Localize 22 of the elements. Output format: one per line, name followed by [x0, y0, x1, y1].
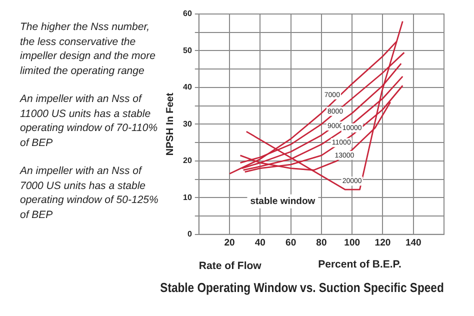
y-tick-label: 10 — [182, 192, 192, 202]
x-tick-label: 120 — [374, 238, 391, 249]
y-tick-label: 20 — [182, 156, 192, 166]
y-tick-label: 40 — [182, 82, 192, 92]
text: Percent of B.E.P. — [318, 258, 402, 270]
text: Stable Operating Window vs. Suction Specific Speed — [160, 280, 444, 295]
x-tick-label: 80 — [316, 238, 327, 249]
y-tick-label: 50 — [182, 46, 192, 55]
x-axis-title: Rate of Flow — [198, 260, 262, 272]
x-tick-label: 40 — [254, 238, 266, 249]
text: An impeller with an Nss of 7000 US units has a stable operating window of 50-125% of BEP — [20, 164, 160, 222]
y-tick-label: 0 — [187, 230, 192, 239]
y-tick-label: 30 — [182, 119, 192, 128]
x-tick-label: 100 — [344, 238, 360, 249]
y-axis-title: NPSH In Feet — [164, 92, 176, 156]
y-tick-label: 60 — [182, 9, 192, 18]
x-tick-label: 60 — [286, 238, 296, 249]
text: An impeller with an Nss of 11000 US units has a stable operating window of 70-110% of BEP — [20, 92, 159, 150]
x-tick-label: 140 — [405, 238, 422, 249]
annotation: stable window — [250, 196, 316, 207]
text: The higher the Nss number, the less conservative the impeller design and the more limited the operating range — [20, 20, 156, 78]
x-tick-label: 20 — [224, 238, 235, 249]
